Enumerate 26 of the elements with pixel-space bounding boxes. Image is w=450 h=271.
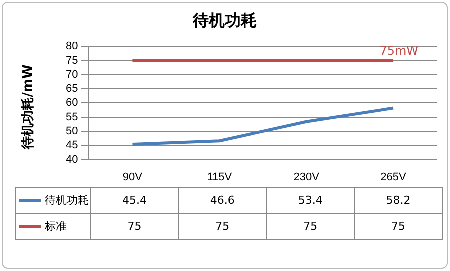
data-label: 75 <box>266 214 355 240</box>
data-label: 75 <box>178 214 267 240</box>
x-tick-label: 115V <box>207 171 233 184</box>
y-tick-label: 45 <box>66 140 78 152</box>
chart-title: 待机功耗 <box>192 11 258 32</box>
legend-label: 待机功耗 <box>45 194 89 207</box>
data-label: 75 <box>90 214 179 240</box>
y-tick-label: 75 <box>66 54 78 67</box>
legend-label: 标准 <box>45 220 67 233</box>
y-tick-label: 60 <box>66 97 78 110</box>
data-label: 58.2 <box>354 188 442 214</box>
data-label: 46.6 <box>178 188 267 214</box>
y-tick-label: 70 <box>66 68 78 81</box>
y-tick-label: 40 <box>66 154 78 166</box>
data-label: 45.4 <box>90 188 179 214</box>
annotation: 75mW <box>380 44 419 58</box>
x-tick-label: 230V <box>294 171 320 184</box>
y-tick-label: 65 <box>66 83 78 96</box>
y-tick-label: 80 <box>66 40 78 53</box>
x-tick-label: 90V <box>122 171 144 184</box>
y-tick-label: 50 <box>66 126 78 138</box>
y-axis-title: 待机功耗/mW <box>20 64 37 152</box>
data-label: 53.4 <box>266 188 355 214</box>
data-label: 75 <box>354 214 442 240</box>
x-tick-label: 265V <box>380 171 408 184</box>
y-tick-label: 55 <box>66 111 78 124</box>
